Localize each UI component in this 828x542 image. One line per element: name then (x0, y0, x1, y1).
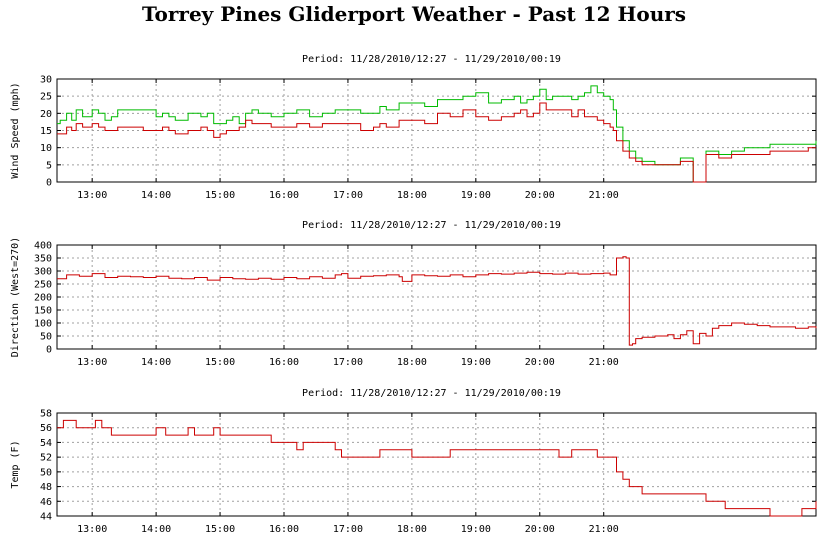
series-line (57, 102, 816, 183)
y-tick-label: 0 (46, 178, 52, 189)
y-tick-label: 48 (40, 482, 52, 493)
y-tick-label: 25 (40, 92, 52, 103)
x-tick-label: 13:00 (77, 190, 107, 201)
x-tick-label: 19:00 (461, 190, 491, 201)
x-tick-label: 16:00 (269, 190, 299, 201)
chart-period: Period: 11/28/2010/12:27 - 11/29/2010/00… (302, 54, 561, 65)
y-tick-label: 150 (34, 306, 52, 317)
series-line (57, 256, 817, 346)
y-tick-label: 5 (46, 160, 52, 171)
y-tick-label: 10 (40, 143, 52, 154)
y-axis-label: Temp (F) (10, 440, 21, 488)
plot-frame (56, 412, 817, 517)
x-tick-label: 15:00 (205, 357, 235, 368)
y-tick-label: 15 (40, 126, 52, 137)
x-tick-label: 20:00 (525, 524, 555, 535)
x-tick-label: 14:00 (141, 190, 171, 201)
x-tick-label: 17:00 (333, 357, 363, 368)
x-tick-label: 17:00 (333, 524, 363, 535)
x-tick-label: 18:00 (397, 357, 427, 368)
x-tick-label: 18:00 (397, 524, 427, 535)
y-tick-label: 20 (40, 109, 52, 120)
x-tick-label: 21:00 (589, 524, 619, 535)
x-tick-label: 18:00 (397, 190, 427, 201)
y-tick-label: 54 (40, 438, 52, 449)
y-tick-label: 56 (40, 423, 52, 434)
y-tick-label: 58 (40, 409, 52, 420)
x-tick-label: 20:00 (525, 190, 555, 201)
y-tick-label: 30 (40, 75, 52, 86)
y-tick-label: 46 (40, 497, 52, 508)
x-tick-label: 15:00 (205, 190, 235, 201)
series-line (57, 419, 817, 517)
x-tick-label: 20:00 (525, 357, 555, 368)
y-axis-label: Wind Speed (mph) (10, 82, 21, 178)
x-tick-label: 19:00 (461, 357, 491, 368)
x-tick-label: 19:00 (461, 524, 491, 535)
y-tick-label: 400 (34, 241, 52, 252)
y-tick-label: 200 (34, 293, 52, 304)
y-tick-label: 44 (40, 512, 52, 523)
x-tick-label: 13:00 (77, 357, 107, 368)
y-tick-label: 0 (46, 345, 52, 356)
x-tick-label: 13:00 (77, 524, 107, 535)
chart-period: Period: 11/28/2010/12:27 - 11/29/2010/00… (302, 220, 561, 231)
y-tick-label: 50 (40, 467, 52, 478)
series-line (57, 85, 817, 183)
y-tick-label: 52 (40, 453, 52, 464)
page-title: Torrey Pines Gliderport Weather - Past 1… (141, 2, 687, 26)
y-tick-label: 50 (40, 332, 52, 343)
x-tick-label: 15:00 (205, 524, 235, 535)
y-axis-label: Direction (West=270) (10, 237, 21, 357)
x-tick-label: 16:00 (269, 357, 299, 368)
y-tick-label: 350 (34, 254, 52, 265)
x-tick-label: 14:00 (141, 357, 171, 368)
chart-period: Period: 11/28/2010/12:27 - 11/29/2010/00… (302, 388, 561, 399)
y-tick-label: 250 (34, 280, 52, 291)
x-tick-label: 17:00 (333, 190, 363, 201)
y-tick-label: 100 (34, 319, 52, 330)
y-tick-label: 300 (34, 267, 52, 278)
x-tick-label: 21:00 (589, 190, 619, 201)
x-tick-label: 14:00 (141, 524, 171, 535)
x-tick-label: 16:00 (269, 524, 299, 535)
x-tick-label: 21:00 (589, 357, 619, 368)
